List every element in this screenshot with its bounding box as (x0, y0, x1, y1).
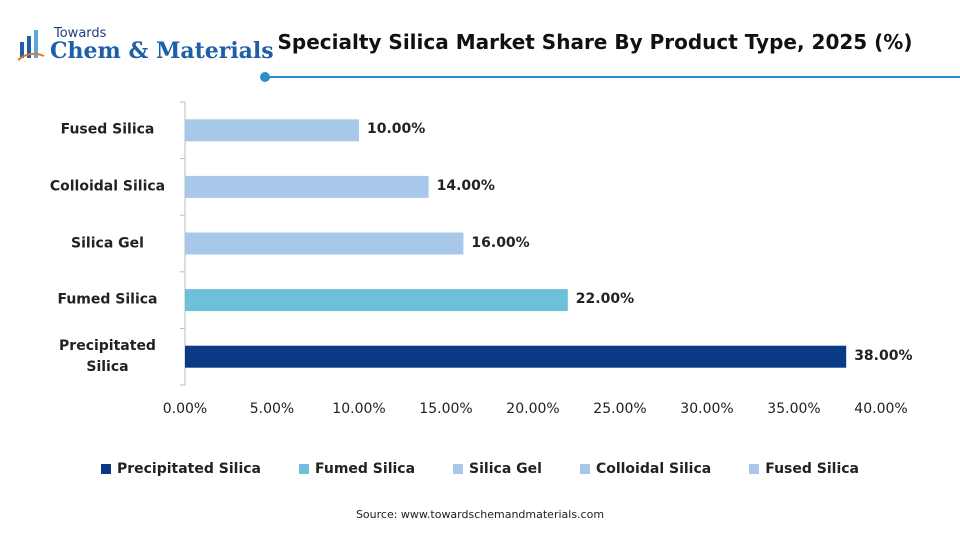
legend-item: Colloidal Silica (579, 461, 712, 477)
legend-label: Fumed Silica (315, 461, 416, 477)
legend-swatch (749, 464, 760, 474)
x-tick-label: 0.00% (162, 401, 208, 417)
y-tick-label: Fumed Silica (57, 291, 158, 308)
chart-title: Specialty Silica Market Share By Product… (277, 30, 913, 54)
legend-item: Fumed Silica (299, 461, 415, 477)
logo-line1: Towards (54, 26, 107, 41)
value-label: 16.00% (471, 234, 530, 251)
value-label: 22.00% (575, 291, 635, 308)
y-tick-label: Fused Silica (60, 121, 155, 138)
legend-item: Precipitated Silica (100, 461, 261, 477)
x-tick-label: 20.00% (506, 401, 560, 417)
legend-label: Colloidal Silica (595, 461, 712, 477)
y-tick-label: Silica Gel (71, 235, 144, 251)
bar (185, 119, 359, 142)
legend-item: Silica Gel (453, 461, 542, 477)
x-tick-label: 15.00% (419, 401, 473, 417)
legend-label: Fused Silica (765, 461, 860, 477)
legend-label: Precipitated Silica (116, 461, 261, 477)
legend-swatch (453, 464, 464, 474)
x-tick-label: 30.00% (680, 401, 734, 417)
legend-swatch (579, 464, 590, 474)
value-label: 14.00% (436, 177, 495, 194)
value-label: 38.00% (854, 347, 913, 364)
logo-icon (17, 30, 45, 61)
x-tick-label: 35.00% (767, 401, 821, 417)
legend-item: Fused Silica (749, 461, 859, 477)
x-tick-label: 10.00% (332, 401, 386, 417)
source: Source: www.towardschemandmaterials.com (355, 508, 605, 521)
legend-swatch (100, 464, 111, 474)
legend-swatch (299, 464, 309, 474)
bar (185, 289, 568, 312)
y-tick-label: Precipitated Silica (59, 337, 156, 375)
value-label: 10.00% (367, 121, 426, 138)
bar (185, 345, 847, 368)
y-tick-label: Colloidal Silica (49, 178, 166, 195)
title-rule-dot (260, 72, 270, 82)
x-tick-label: 40.00% (854, 401, 908, 417)
legend-label: Silica Gel (469, 461, 542, 477)
bar (185, 232, 464, 255)
legend: Precipitated Silica Fumed Silica Silica Ge… (0, 461, 960, 477)
x-tick-label: 5.00% (249, 401, 295, 417)
logo-line2: Chem & Materials (50, 38, 274, 64)
x-tick-label: 25.00% (593, 401, 647, 417)
bar (185, 175, 429, 198)
